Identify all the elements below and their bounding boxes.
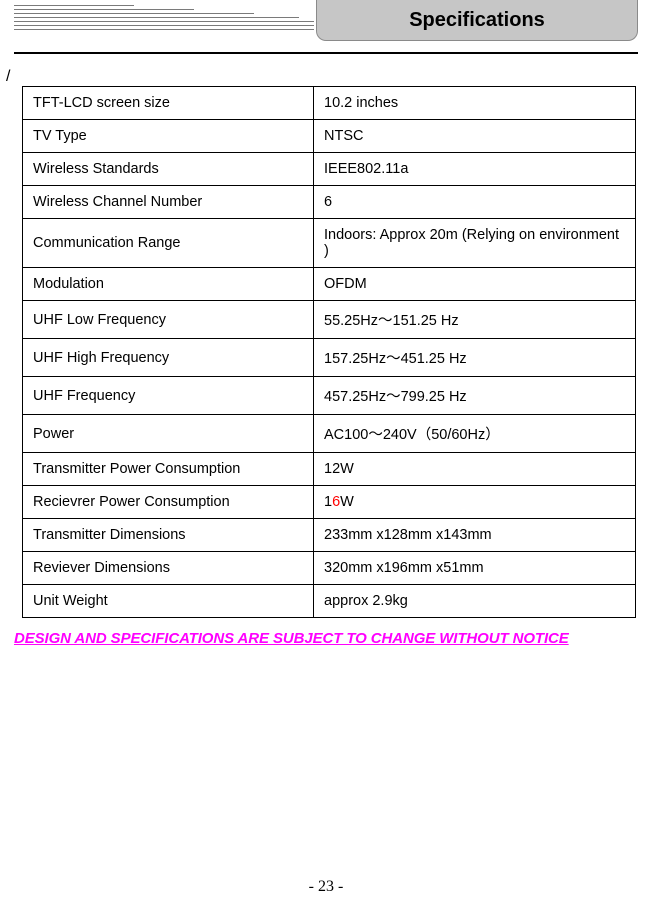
table-row: ModulationOFDM <box>23 268 636 301</box>
spec-value: 55.25Hz～151.25 Hz <box>314 301 636 339</box>
spec-label: Wireless Channel Number <box>23 186 314 219</box>
spec-value: AC100～240V（50/60Hz） <box>314 415 636 453</box>
table-row: Transmitter Power Consumption12W <box>23 453 636 486</box>
spec-value: 457.25Hz～799.25 Hz <box>314 377 636 415</box>
spec-value: approx 2.9kg <box>314 585 636 618</box>
spec-value: 320mm x196mm x51mm <box>314 552 636 585</box>
table-row: Wireless StandardsIEEE802.11a <box>23 153 636 186</box>
spec-value: Indoors: Approx 20m (Relying on environm… <box>314 219 636 268</box>
table-row: UHF Frequency457.25Hz～799.25 Hz <box>23 377 636 415</box>
spec-value: 16W <box>314 486 636 519</box>
header: Specifications <box>14 0 638 44</box>
header-rule-lines <box>14 2 314 30</box>
spec-label: UHF Frequency <box>23 377 314 415</box>
spec-value: 233mm x128mm x143mm <box>314 519 636 552</box>
spec-table: TFT-LCD screen size10.2 inchesTV TypeNTS… <box>22 86 636 618</box>
spec-label: Reviever Dimensions <box>23 552 314 585</box>
spec-value: 157.25Hz～451.25 Hz <box>314 339 636 377</box>
header-divider <box>14 52 638 54</box>
spec-value: 10.2 inches <box>314 87 636 120</box>
spec-label: UHF High Frequency <box>23 339 314 377</box>
spec-label: TV Type <box>23 120 314 153</box>
spec-label: TFT-LCD screen size <box>23 87 314 120</box>
spec-value: 12W <box>314 453 636 486</box>
spec-label: Communication Range <box>23 219 314 268</box>
spec-value: OFDM <box>314 268 636 301</box>
spec-label: Unit Weight <box>23 585 314 618</box>
table-row: Transmitter Dimensions233mm x128mm x143m… <box>23 519 636 552</box>
spec-label: Modulation <box>23 268 314 301</box>
table-row: Communication RangeIndoors: Approx 20m (… <box>23 219 636 268</box>
spec-value: IEEE802.11a <box>314 153 636 186</box>
table-row: UHF High Frequency157.25Hz～451.25 Hz <box>23 339 636 377</box>
spec-label: UHF Low Frequency <box>23 301 314 339</box>
table-row: Reviever Dimensions320mm x196mm x51mm <box>23 552 636 585</box>
spec-label: Recievrer Power Consumption <box>23 486 314 519</box>
table-row: Recievrer Power Consumption16W <box>23 486 636 519</box>
spec-label: Power <box>23 415 314 453</box>
spec-label: Transmitter Dimensions <box>23 519 314 552</box>
spec-label: Wireless Standards <box>23 153 314 186</box>
stray-slash: / <box>6 68 638 86</box>
title-tab: Specifications <box>316 0 638 41</box>
page-number: - 23 - <box>0 878 652 896</box>
change-notice: DESIGN AND SPECIFICATIONS ARE SUBJECT TO… <box>14 630 638 647</box>
highlight-text: 6 <box>332 494 340 510</box>
table-row: TFT-LCD screen size10.2 inches <box>23 87 636 120</box>
table-row: TV TypeNTSC <box>23 120 636 153</box>
spec-label: Transmitter Power Consumption <box>23 453 314 486</box>
title-text: Specifications <box>409 9 545 32</box>
table-row: PowerAC100～240V（50/60Hz） <box>23 415 636 453</box>
page: Specifications / TFT-LCD screen size10.2… <box>0 0 652 910</box>
spec-value: 6 <box>314 186 636 219</box>
table-row: Unit Weightapprox 2.9kg <box>23 585 636 618</box>
table-row: Wireless Channel Number6 <box>23 186 636 219</box>
table-row: UHF Low Frequency55.25Hz～151.25 Hz <box>23 301 636 339</box>
spec-value: NTSC <box>314 120 636 153</box>
